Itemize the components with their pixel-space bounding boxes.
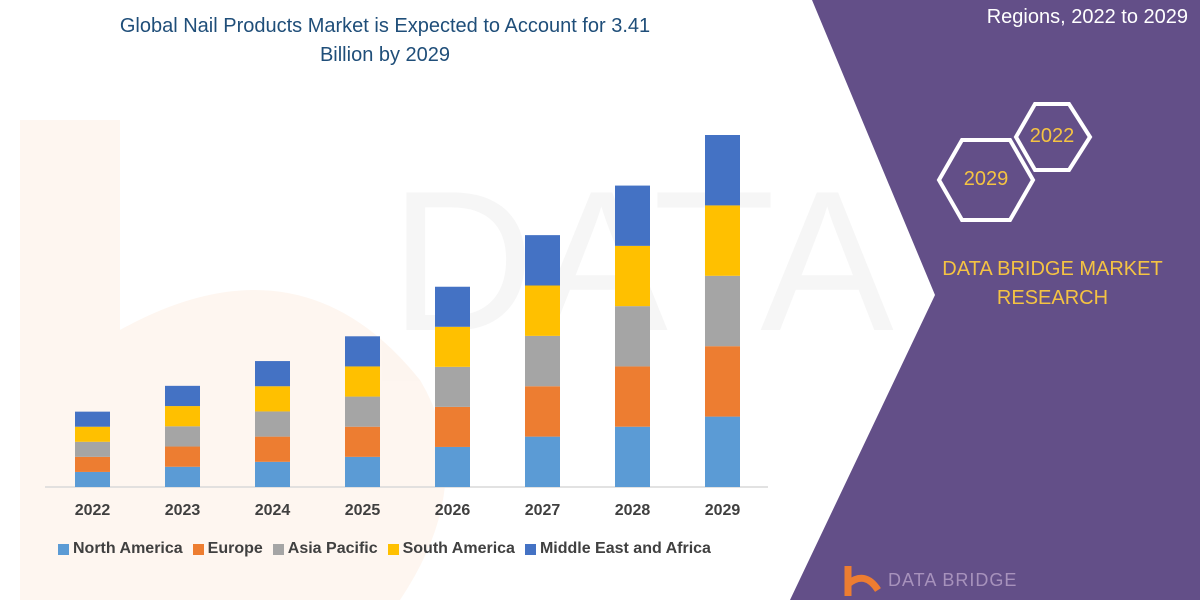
brand-line-2: RESEARCH [996,287,1109,309]
bar-segment-2022-middle-east-and-africa [75,411,110,427]
bar-segment-2026-north-america [435,446,470,487]
bar-segment-2028-north-america [615,426,650,487]
bar-segment-2029-south-america [705,205,740,276]
bar-segment-2023-middle-east-and-africa [165,385,200,407]
bar-segment-2027-asia-pacific [525,335,560,387]
bar-segment-2024-europe [255,436,290,462]
bar-segment-2025-asia-pacific [345,396,380,427]
legend-item: Middle East and Africa [524,540,711,558]
side-panel [790,0,1200,600]
bar-segment-2025-middle-east-and-africa [345,336,380,367]
legend: North America Europe Asia Pacific South Ame… [58,540,711,558]
bar-segment-2029-north-america [705,416,740,487]
legend-swatch [272,543,284,555]
side-title: Regions, 2022 to 2029 [986,6,1188,28]
bar-segment-2027-middle-east-and-africa [525,235,560,286]
bar-segment-2023-south-america [165,406,200,427]
legend-label: North America [73,540,183,557]
x-tick-label: 2023 [164,502,201,519]
bar-segment-2023-asia-pacific [165,426,200,447]
bar-segment-2027-south-america [525,285,560,336]
hex-label-2029: 2029 [963,168,1009,190]
bar-segment-2027-north-america [525,436,560,487]
x-tick-label: 2029 [704,502,741,519]
bar-segment-2022-south-america [75,426,110,442]
bar-segment-2029-asia-pacific [705,275,740,347]
title-line-2: Billion by 2029 [319,44,451,66]
bar-segment-2026-europe [435,406,470,447]
bar-segment-2024-south-america [255,386,290,412]
legend-swatch [58,543,69,555]
hexagon-2029 [936,138,1036,222]
bar-segment-2022-asia-pacific [75,441,110,457]
x-tick-label: 2028 [614,502,651,519]
bar-segment-2028-south-america [615,245,650,307]
bars [75,135,740,487]
bar-segment-2027-europe [525,386,560,437]
brand-name: DATA BRIDGE MARKET RESEARCH [925,255,1180,313]
bar-segment-2026-asia-pacific [435,366,470,407]
legend-label: Europe [207,540,263,557]
bar-segment-2029-europe [705,346,740,417]
logo-text: DATA BRIDGE [888,570,1018,590]
x-tick-label: 2027 [524,502,561,519]
bar-segment-2024-north-america [255,461,290,487]
legend-swatch [524,543,536,555]
x-tick-label: 2026 [434,502,471,519]
legend-swatch [387,543,399,555]
legend-label: South America [402,540,515,557]
brand-line-1: DATA BRIDGE MARKET [942,258,1163,280]
title-line-1: Global Nail Products Market is Expected … [119,15,651,37]
bar-segment-2028-europe [615,366,650,427]
legend-item: Europe [192,540,263,558]
bar-segment-2025-south-america [345,366,380,397]
legend-swatch [192,543,204,555]
bar-segment-2025-europe [345,426,380,457]
bar-segment-2022-north-america [75,471,110,487]
legend-item: North America [58,540,183,558]
bar-segment-2024-asia-pacific [255,411,290,437]
logo [844,566,881,596]
bar-segment-2028-asia-pacific [615,306,650,367]
x-tick-label: 2025 [344,502,381,519]
legend-label: Asia Pacific [287,540,378,557]
bar-segment-2022-europe [75,456,110,472]
bar-segment-2026-south-america [435,326,470,367]
hexagon-2022 [1013,102,1093,172]
chart-title: Global Nail Products Market is Expected … [40,12,730,70]
hex-label-2022: 2022 [1029,125,1075,147]
bar-segment-2025-north-america [345,456,380,487]
bar-segment-2023-europe [165,446,200,467]
x-tick-label: 2022 [74,502,111,519]
bar-segment-2026-middle-east-and-africa [435,286,470,327]
bar-segment-2029-middle-east-and-africa [705,135,740,206]
x-tick-label: 2024 [254,502,291,519]
bar-segment-2024-middle-east-and-africa [255,361,290,387]
legend-item: South America [387,540,515,558]
bar-segment-2028-middle-east-and-africa [615,185,650,246]
legend-item: Asia Pacific [272,540,378,558]
bar-segment-2023-north-america [165,466,200,487]
legend-label: Middle East and Africa [539,540,711,557]
